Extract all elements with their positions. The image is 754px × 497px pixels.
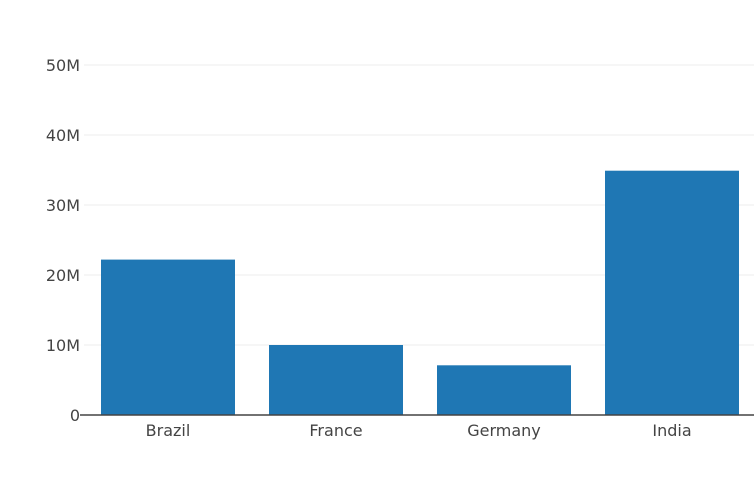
bars-layer [101,170,739,415]
bar[interactable] [101,259,235,415]
bar[interactable] [437,365,571,415]
y-tick-label: 40M [46,126,80,145]
y-tick-label: 30M [46,196,80,215]
x-tick-label: India [652,421,691,440]
axis-layer: 0 10M 20M 30M 40M 50M Brazil France Germany India [46,56,754,440]
y-tick-label: 50M [46,56,80,75]
y-tick-label: 0 [70,406,80,425]
y-tick-label: 10M [46,336,80,355]
bar[interactable] [605,170,739,415]
y-tick-label: 20M [46,266,80,285]
x-tick-label: France [309,421,362,440]
x-tick-label: Germany [467,421,541,440]
x-tick-label: Brazil [146,421,191,440]
bar[interactable] [269,345,403,415]
